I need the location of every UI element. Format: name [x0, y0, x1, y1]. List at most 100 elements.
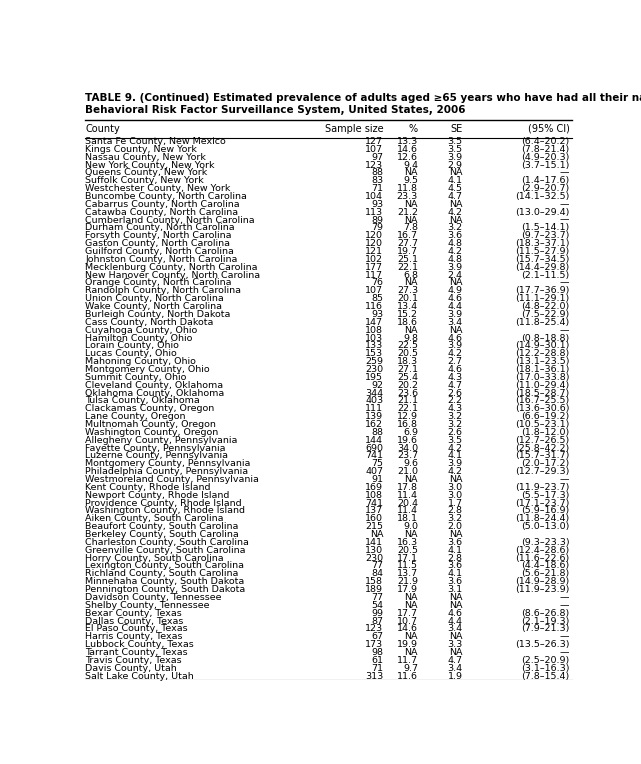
Text: 61: 61: [371, 656, 383, 665]
Text: (7.5–22.9): (7.5–22.9): [521, 310, 569, 319]
Text: 3.5: 3.5: [447, 435, 463, 445]
Text: 4.9: 4.9: [447, 286, 463, 296]
Text: 3.6: 3.6: [447, 562, 463, 571]
Text: (1.8–12.0): (1.8–12.0): [521, 428, 569, 437]
Text: 99: 99: [371, 609, 383, 617]
Text: 3.4: 3.4: [447, 664, 463, 672]
Text: 158: 158: [365, 577, 383, 586]
Text: 25.1: 25.1: [397, 255, 418, 264]
Text: (12.7–26.5): (12.7–26.5): [515, 435, 569, 445]
Text: 102: 102: [365, 255, 383, 264]
Text: 3.6: 3.6: [447, 538, 463, 547]
Text: Sample size: Sample size: [324, 124, 383, 134]
Text: NA: NA: [404, 200, 418, 209]
Text: (17.1–23.7): (17.1–23.7): [515, 499, 569, 507]
Text: Beaufort County, South Carolina: Beaufort County, South Carolina: [85, 522, 238, 531]
Text: (7.8–15.4): (7.8–15.4): [521, 672, 569, 681]
Text: NA: NA: [404, 593, 418, 602]
Text: Gaston County, North Carolina: Gaston County, North Carolina: [85, 239, 230, 248]
Text: (2.1–11.5): (2.1–11.5): [521, 270, 569, 280]
Text: NA: NA: [404, 530, 418, 539]
Text: 23.6: 23.6: [397, 389, 418, 397]
Text: Mecklenburg County, North Carolina: Mecklenburg County, North Carolina: [85, 263, 258, 272]
Text: (11.6–22.6): (11.6–22.6): [515, 554, 569, 562]
Text: 230: 230: [365, 554, 383, 562]
Text: 21.0: 21.0: [397, 467, 418, 476]
Text: 123: 123: [365, 160, 383, 170]
Text: NA: NA: [449, 530, 463, 539]
Text: Lorain County, Ohio: Lorain County, Ohio: [85, 342, 179, 351]
Text: Minnehaha County, South Dakota: Minnehaha County, South Dakota: [85, 577, 244, 586]
Text: 4.4: 4.4: [447, 617, 463, 626]
Text: 121: 121: [365, 247, 383, 256]
Text: 160: 160: [365, 514, 383, 523]
Text: 27.1: 27.1: [397, 365, 418, 374]
Text: (11.1–29.1): (11.1–29.1): [515, 294, 569, 303]
Text: 169: 169: [365, 483, 383, 492]
Text: Berkeley County, South Carolina: Berkeley County, South Carolina: [85, 530, 239, 539]
Text: 147: 147: [365, 318, 383, 327]
Text: 3.9: 3.9: [447, 263, 463, 272]
Text: (2.5–20.9): (2.5–20.9): [521, 656, 569, 665]
Text: 4.1: 4.1: [447, 452, 463, 461]
Text: NA: NA: [404, 168, 418, 177]
Text: (10.5–23.1): (10.5–23.1): [515, 420, 569, 429]
Text: Cass County, North Dakota: Cass County, North Dakota: [85, 318, 213, 327]
Text: 3.9: 3.9: [447, 310, 463, 319]
Text: 6.8: 6.8: [403, 270, 418, 280]
Text: NA: NA: [449, 325, 463, 335]
Text: (5.9–16.9): (5.9–16.9): [521, 507, 569, 516]
Text: 189: 189: [365, 585, 383, 594]
Text: 27.3: 27.3: [397, 286, 418, 296]
Text: 19.6: 19.6: [397, 435, 418, 445]
Text: 18.3: 18.3: [397, 357, 418, 366]
Text: 97: 97: [371, 153, 383, 162]
Text: (17.0–33.8): (17.0–33.8): [515, 373, 569, 382]
Text: (1.4–17.6): (1.4–17.6): [521, 176, 569, 186]
Text: Newport County, Rhode Island: Newport County, Rhode Island: [85, 490, 229, 500]
Text: 71: 71: [371, 184, 383, 193]
Text: 127: 127: [365, 137, 383, 146]
Text: 313: 313: [365, 672, 383, 681]
Text: 20.1: 20.1: [397, 294, 418, 303]
Text: Forsyth County, North Carolina: Forsyth County, North Carolina: [85, 231, 231, 241]
Text: Mahoning County, Ohio: Mahoning County, Ohio: [85, 357, 196, 366]
Text: Lane County, Oregon: Lane County, Oregon: [85, 412, 186, 421]
Text: 16.3: 16.3: [397, 538, 418, 547]
Text: New Hanover County, North Carolina: New Hanover County, North Carolina: [85, 270, 260, 280]
Text: 3.3: 3.3: [447, 640, 463, 649]
Text: 139: 139: [365, 412, 383, 421]
Text: NA: NA: [449, 200, 463, 209]
Text: 141: 141: [365, 538, 383, 547]
Text: 12.9: 12.9: [397, 412, 418, 421]
Text: 3.2: 3.2: [447, 412, 463, 421]
Text: 153: 153: [365, 349, 383, 358]
Text: 4.2: 4.2: [447, 247, 463, 256]
Text: 27.7: 27.7: [397, 239, 418, 248]
Text: 22.1: 22.1: [397, 404, 418, 413]
Text: %: %: [409, 124, 418, 134]
Text: 741: 741: [365, 499, 383, 507]
Text: 120: 120: [365, 239, 383, 248]
Text: (18.1–36.1): (18.1–36.1): [515, 365, 569, 374]
Text: 195: 195: [365, 373, 383, 382]
Text: 9.6: 9.6: [403, 459, 418, 468]
Text: 76: 76: [371, 279, 383, 287]
Text: (11.0–29.4): (11.0–29.4): [515, 380, 569, 390]
Text: Dallas County, Texas: Dallas County, Texas: [85, 617, 183, 626]
Text: NA: NA: [449, 215, 463, 225]
Text: (4.4–18.6): (4.4–18.6): [521, 562, 569, 571]
Text: Davis County, Utah: Davis County, Utah: [85, 664, 177, 672]
Text: 4.3: 4.3: [447, 373, 463, 382]
Text: 23.3: 23.3: [397, 192, 418, 201]
Text: 83: 83: [371, 176, 383, 186]
Text: 3.0: 3.0: [447, 490, 463, 500]
Text: (25.8–42.2): (25.8–42.2): [515, 444, 569, 452]
Text: NA: NA: [449, 168, 463, 177]
Text: SE: SE: [451, 124, 463, 134]
Text: County: County: [85, 124, 120, 134]
Text: 20.2: 20.2: [397, 380, 418, 390]
Text: 4.2: 4.2: [447, 208, 463, 217]
Text: 3.2: 3.2: [447, 420, 463, 429]
Text: 14.6: 14.6: [397, 145, 418, 154]
